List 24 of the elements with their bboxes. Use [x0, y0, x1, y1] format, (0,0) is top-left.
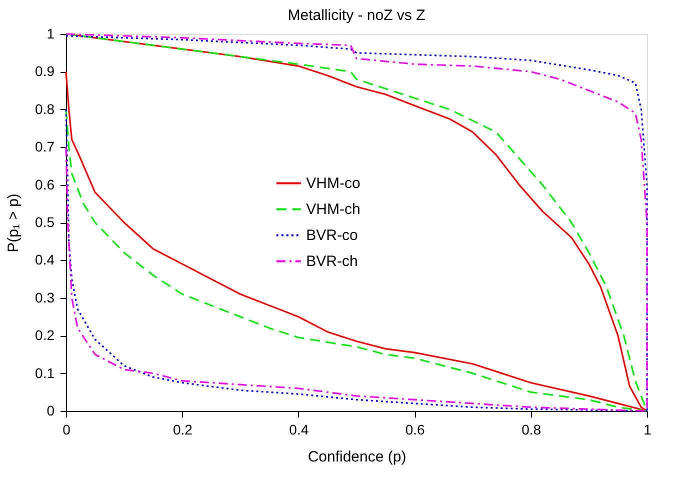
legend-label: BVR-ch — [306, 253, 358, 270]
y-tick-label: 0 — [46, 402, 55, 418]
y-tick-label: 0.9 — [35, 63, 55, 80]
x-tick-label: 0.6 — [405, 422, 426, 438]
y-axis-title: P(p₁ > p) — [5, 194, 22, 252]
legend-label: VHM-co — [306, 175, 360, 192]
y-tick-label: 0.7 — [35, 138, 55, 155]
x-tick-label: 0.2 — [172, 422, 193, 438]
y-tick-label: 1 — [46, 26, 55, 42]
legend-label: VHM-ch — [306, 201, 360, 218]
chart-title: Metallicity - noZ vs Z — [288, 7, 426, 24]
x-tick-label: 0.4 — [289, 422, 309, 438]
y-tick-label: 0.1 — [35, 364, 55, 381]
x-tick-label: 1 — [644, 422, 652, 438]
y-tick-label: 0.2 — [35, 327, 55, 344]
y-tick-label: 0.3 — [35, 289, 55, 306]
legend-label: BVR-co — [306, 227, 358, 244]
y-tick-label: 0.5 — [35, 214, 55, 230]
y-tick-label: 0.8 — [35, 100, 55, 117]
x-axis-title: Confidence (p) — [308, 448, 406, 466]
x-tick-label: 0 — [62, 422, 71, 438]
y-tick-label: 0.4 — [35, 252, 55, 268]
x-tick-label: 0.8 — [522, 422, 542, 438]
y-tick-label: 0.6 — [35, 176, 55, 192]
